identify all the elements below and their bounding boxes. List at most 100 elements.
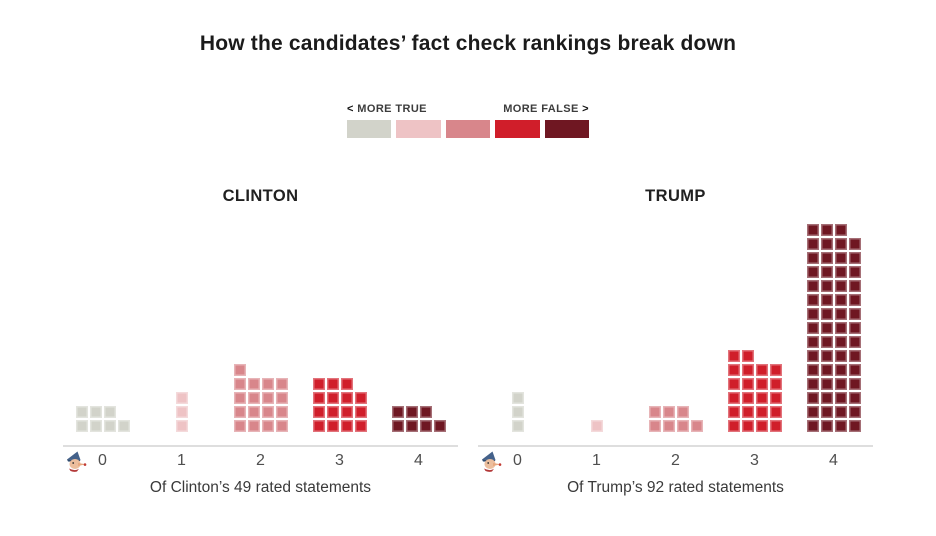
waffle-column bbox=[261, 378, 274, 432]
trump-axis-line bbox=[478, 445, 873, 447]
statement-square bbox=[820, 350, 833, 362]
waffle-slot-rank-0 bbox=[63, 216, 142, 445]
statement-square bbox=[648, 406, 661, 418]
statement-square bbox=[834, 322, 847, 334]
statement-square bbox=[275, 406, 288, 418]
statement-square bbox=[340, 406, 353, 418]
waffle-slot-rank-4 bbox=[794, 216, 873, 445]
statement-square bbox=[806, 350, 819, 362]
statement-square bbox=[89, 420, 102, 432]
waffle-column bbox=[820, 224, 833, 432]
more-false-label: MORE FALSE > bbox=[503, 103, 589, 115]
axis-tick-label: 3 bbox=[335, 452, 344, 469]
statement-square bbox=[247, 378, 260, 390]
legend-labels: < MORE TRUE MORE FALSE > bbox=[347, 103, 589, 115]
statement-square bbox=[848, 252, 861, 264]
waffle-group bbox=[312, 378, 367, 432]
statement-square bbox=[806, 224, 819, 236]
right-chevron-icon: > bbox=[582, 103, 589, 115]
trump-axis-labels: 0 1 2 3 4 bbox=[478, 450, 873, 474]
statement-square bbox=[834, 336, 847, 348]
statement-square bbox=[247, 392, 260, 404]
statement-square bbox=[103, 406, 116, 418]
statement-square bbox=[275, 392, 288, 404]
waffle-slot-rank-2 bbox=[221, 216, 300, 445]
statement-square bbox=[769, 406, 782, 418]
statement-square bbox=[391, 406, 404, 418]
statement-square bbox=[312, 378, 325, 390]
axis-tick-label: 4 bbox=[829, 452, 838, 469]
statement-square bbox=[820, 392, 833, 404]
waffle-group bbox=[391, 406, 446, 432]
statement-square bbox=[848, 378, 861, 390]
statement-square bbox=[848, 406, 861, 418]
waffle-column bbox=[676, 406, 689, 432]
statement-square bbox=[275, 378, 288, 390]
waffle-column bbox=[340, 378, 353, 432]
axis-tick-label: 4 bbox=[414, 452, 423, 469]
statement-square bbox=[405, 406, 418, 418]
more-false-text: MORE FALSE bbox=[503, 103, 579, 115]
statement-square bbox=[247, 406, 260, 418]
statement-square bbox=[820, 364, 833, 376]
trump-caption: Of Trump’s 92 rated statements bbox=[567, 479, 784, 496]
waffle-group bbox=[648, 406, 703, 432]
statement-square bbox=[820, 308, 833, 320]
waffle-column bbox=[103, 406, 116, 432]
statement-square bbox=[834, 238, 847, 250]
statement-square bbox=[834, 350, 847, 362]
statement-square bbox=[354, 392, 367, 404]
statement-square bbox=[676, 420, 689, 432]
waffle-group bbox=[806, 224, 861, 432]
statement-square bbox=[806, 322, 819, 334]
statement-square bbox=[834, 420, 847, 432]
statement-square bbox=[834, 280, 847, 292]
statement-square bbox=[834, 364, 847, 376]
more-true-text: MORE TRUE bbox=[357, 103, 427, 115]
statement-square bbox=[690, 420, 703, 432]
statement-square bbox=[261, 392, 274, 404]
statement-square bbox=[755, 378, 768, 390]
statement-square bbox=[769, 420, 782, 432]
statement-square bbox=[727, 420, 740, 432]
waffle-column bbox=[75, 406, 88, 432]
waffle-group bbox=[75, 406, 130, 432]
clinton-axis-row: 0 1 2 3 4 bbox=[63, 450, 458, 474]
waffle-column bbox=[233, 364, 246, 432]
statement-square bbox=[340, 378, 353, 390]
statement-square bbox=[326, 406, 339, 418]
statement-square bbox=[275, 420, 288, 432]
waffle-slot-rank-2 bbox=[636, 216, 715, 445]
statement-square bbox=[391, 420, 404, 432]
statement-square bbox=[741, 378, 754, 390]
statement-square bbox=[340, 420, 353, 432]
statement-square bbox=[820, 266, 833, 278]
statement-square bbox=[806, 406, 819, 418]
statement-square bbox=[175, 406, 188, 418]
waffle-group bbox=[590, 420, 603, 432]
legend-swatch bbox=[347, 120, 392, 138]
statement-square bbox=[233, 406, 246, 418]
waffle-column bbox=[419, 406, 432, 432]
statement-square bbox=[806, 266, 819, 278]
statement-square bbox=[848, 322, 861, 334]
statement-square bbox=[741, 420, 754, 432]
clinton-caption: Of Clinton’s 49 rated statements bbox=[149, 479, 372, 496]
waffle-column bbox=[727, 350, 740, 432]
waffle-column bbox=[391, 406, 404, 432]
axis-tick-label: 2 bbox=[256, 452, 265, 469]
waffle-slot-rank-4 bbox=[379, 216, 458, 445]
statement-square bbox=[233, 364, 246, 376]
statement-square bbox=[741, 406, 754, 418]
statement-square bbox=[261, 406, 274, 418]
statement-square bbox=[326, 420, 339, 432]
statement-square bbox=[769, 392, 782, 404]
waffle-column bbox=[433, 420, 446, 432]
axis-tick-label: 1 bbox=[177, 452, 186, 469]
statement-square bbox=[175, 392, 188, 404]
statement-square bbox=[511, 420, 524, 432]
waffle-column bbox=[848, 238, 861, 432]
statement-square bbox=[741, 392, 754, 404]
